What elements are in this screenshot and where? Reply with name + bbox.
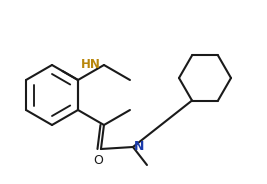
Text: HN: HN xyxy=(81,57,101,70)
Text: N: N xyxy=(134,141,144,153)
Text: O: O xyxy=(93,154,103,167)
